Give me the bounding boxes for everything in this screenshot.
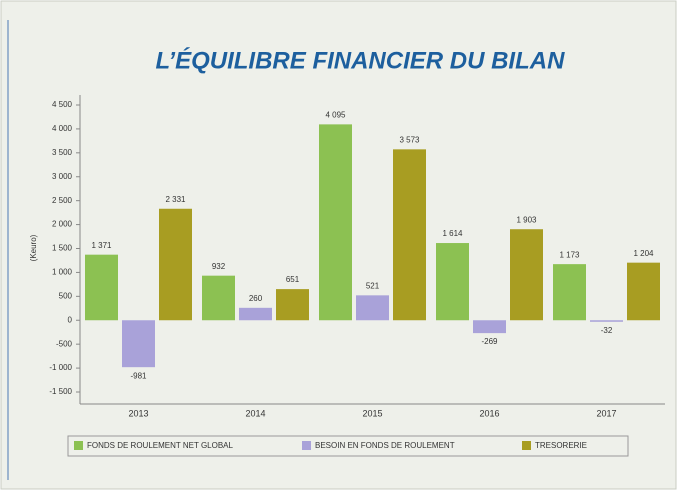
bar bbox=[510, 229, 543, 321]
value-label: 651 bbox=[286, 275, 300, 284]
value-label: 1 173 bbox=[559, 250, 580, 259]
y-tick-label: 4 000 bbox=[52, 124, 73, 133]
legend-swatch bbox=[74, 441, 83, 450]
y-tick-label: 2 500 bbox=[52, 196, 73, 205]
legend-label: BESOIN EN FONDS DE ROULEMENT bbox=[315, 441, 455, 450]
bar bbox=[590, 320, 623, 322]
value-label: 1 204 bbox=[633, 249, 654, 258]
legend-swatch bbox=[522, 441, 531, 450]
value-label: 1 614 bbox=[442, 229, 463, 238]
y-tick-label: -1 000 bbox=[49, 363, 72, 372]
bar bbox=[553, 264, 586, 321]
y-tick-label: 0 bbox=[68, 315, 73, 324]
y-tick-label: 1 000 bbox=[52, 268, 73, 277]
bar bbox=[436, 243, 469, 321]
value-label: 260 bbox=[249, 294, 263, 303]
value-label: 3 573 bbox=[399, 135, 420, 144]
y-tick-label: 3 000 bbox=[52, 172, 73, 181]
bar bbox=[276, 289, 309, 321]
x-tick-label: 2017 bbox=[596, 408, 616, 418]
value-label: -32 bbox=[601, 326, 613, 335]
bar bbox=[319, 124, 352, 321]
value-label: 2 331 bbox=[165, 195, 186, 204]
x-tick-label: 2014 bbox=[245, 408, 265, 418]
y-tick-label: 1 500 bbox=[52, 244, 73, 253]
value-label: 4 095 bbox=[325, 110, 346, 119]
bar bbox=[239, 307, 272, 321]
value-label: 1 903 bbox=[516, 215, 537, 224]
x-tick-label: 2015 bbox=[362, 408, 382, 418]
value-label: 1 371 bbox=[91, 241, 112, 250]
value-label: -981 bbox=[130, 371, 147, 380]
y-tick-label: 3 500 bbox=[52, 148, 73, 157]
bar bbox=[122, 320, 155, 368]
bar bbox=[85, 254, 118, 321]
legend-swatch bbox=[302, 441, 311, 450]
value-label: -269 bbox=[481, 337, 498, 346]
value-label: 521 bbox=[366, 281, 380, 290]
bar bbox=[627, 262, 660, 321]
legend-label: TRESORERIE bbox=[535, 441, 587, 450]
chart-title: L’ÉQUILIBRE FINANCIER DU BILAN bbox=[156, 46, 566, 74]
y-axis-label: (Keuro) bbox=[29, 234, 38, 261]
bar bbox=[473, 320, 506, 334]
bar bbox=[356, 295, 389, 321]
bar bbox=[159, 208, 192, 321]
y-tick-label: 4 500 bbox=[52, 100, 73, 109]
value-label: 932 bbox=[212, 262, 226, 271]
x-tick-label: 2016 bbox=[479, 408, 499, 418]
legend-label: FONDS DE ROULEMENT NET GLOBAL bbox=[87, 441, 234, 450]
y-tick-label: -1 500 bbox=[49, 387, 72, 396]
y-tick-label: 2 000 bbox=[52, 220, 73, 229]
legend-box bbox=[67, 435, 629, 457]
y-tick-label: -500 bbox=[56, 339, 73, 348]
y-tick-label: 500 bbox=[59, 291, 73, 300]
x-tick-label: 2013 bbox=[128, 408, 148, 418]
bar bbox=[202, 275, 235, 321]
bar bbox=[393, 149, 426, 321]
